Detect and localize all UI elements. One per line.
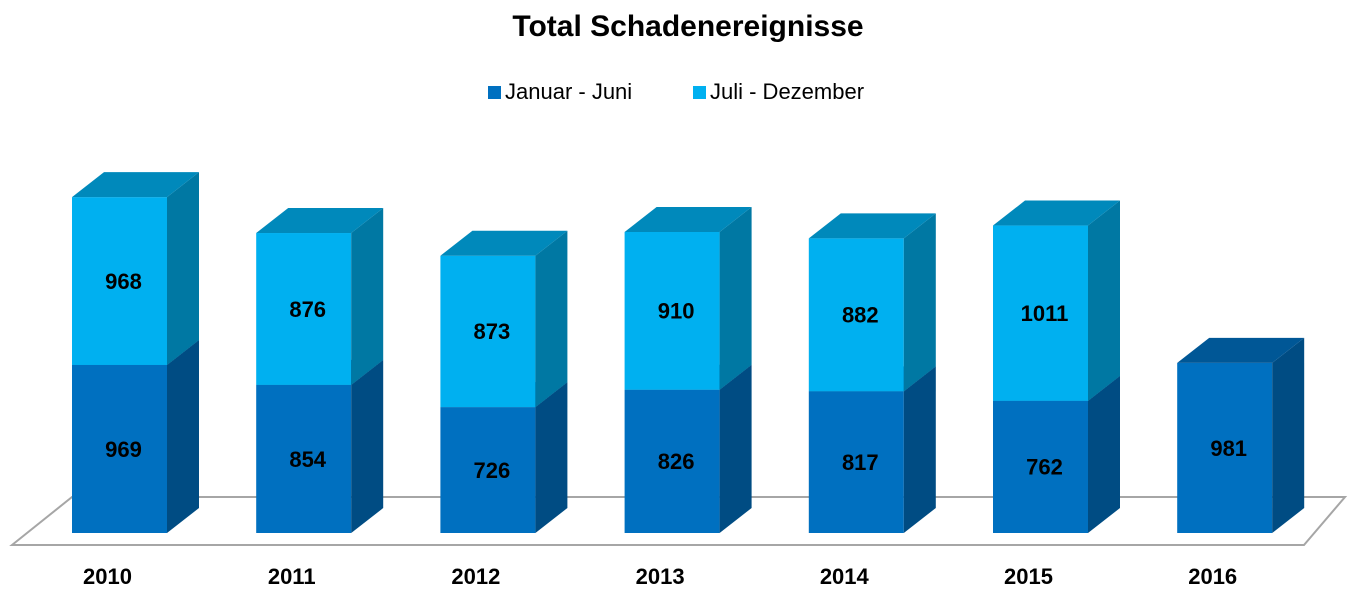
data-label: 968 (105, 269, 142, 294)
data-label: 726 (474, 458, 511, 483)
bar (72, 197, 167, 365)
bar (624, 389, 720, 533)
data-label: 969 (105, 437, 142, 462)
bar-side (167, 339, 199, 533)
bar-top (1177, 337, 1305, 363)
bar-top (72, 172, 199, 198)
bar-top (993, 200, 1120, 226)
bar (256, 233, 352, 385)
x-tick-label: 2010 (83, 564, 132, 589)
legend-swatch (693, 86, 706, 99)
data-label: 910 (658, 299, 695, 324)
bar-side (903, 213, 936, 392)
legend-swatch (488, 86, 501, 99)
data-label: 876 (289, 297, 326, 322)
bar-side (903, 366, 936, 533)
x-tick-label: 2014 (820, 564, 870, 589)
bar (256, 384, 352, 533)
bar-side (351, 208, 384, 385)
bar (808, 391, 904, 533)
data-label: 826 (658, 449, 695, 474)
chart-title: Total Schadenereignisse (512, 10, 863, 43)
data-label: 981 (1210, 436, 1247, 461)
bar (1177, 362, 1273, 533)
data-label: 817 (842, 450, 879, 475)
bar-top (256, 208, 384, 234)
bar-side (167, 172, 199, 365)
bar-side (1088, 200, 1120, 401)
bar-side (351, 359, 384, 533)
x-tick-label: 2013 (636, 564, 685, 589)
bar (624, 231, 720, 390)
data-label: 873 (474, 319, 511, 344)
bar (808, 238, 904, 392)
bar-side (1088, 375, 1120, 533)
data-label: 854 (289, 447, 326, 472)
bar-side (535, 382, 568, 533)
data-label: 882 (842, 303, 879, 328)
bar (993, 225, 1088, 401)
bar-top (440, 230, 568, 256)
bar (440, 407, 536, 533)
data-label: 762 (1026, 455, 1063, 480)
legend-label: Juli - Dezember (710, 79, 864, 104)
bar (440, 255, 536, 408)
legend-label: Januar - Juni (505, 79, 632, 104)
floor (9, 496, 1348, 546)
x-tick-label: 2011 (268, 564, 316, 589)
bar-side (535, 230, 568, 408)
bar-top (624, 206, 752, 232)
x-tick-label: 2012 (451, 564, 500, 589)
x-tick-label: 2015 (1004, 564, 1053, 589)
bar (993, 400, 1088, 533)
x-tick-label: 2016 (1188, 564, 1237, 589)
bar (72, 364, 167, 533)
bar-side (719, 206, 752, 390)
bar-top (808, 213, 936, 239)
data-label: 1011 (1021, 301, 1069, 326)
bar-side (719, 364, 752, 533)
bar-side (1272, 337, 1305, 533)
